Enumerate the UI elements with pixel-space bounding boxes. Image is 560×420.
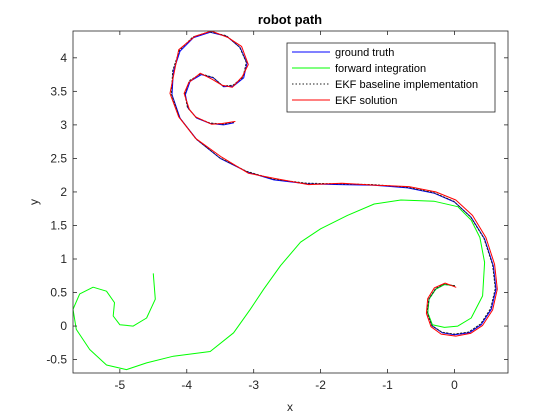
y-tick-label: 2.5 bbox=[50, 151, 67, 165]
x-tick-label: -1 bbox=[382, 378, 393, 392]
y-tick-label: 2 bbox=[60, 185, 67, 199]
y-tick-label: 3.5 bbox=[50, 84, 67, 98]
chart-title: robot path bbox=[258, 12, 322, 27]
axes-box bbox=[72, 30, 509, 374]
x-tick-label: -2 bbox=[315, 378, 326, 392]
x-tick-label: 0 bbox=[451, 378, 458, 392]
x-tick-label: -4 bbox=[181, 378, 192, 392]
y-tick-label: 0.5 bbox=[50, 286, 67, 300]
y-tick-label: 4 bbox=[60, 51, 67, 65]
series-line-4 bbox=[169, 31, 498, 337]
x-axis-label: x bbox=[287, 400, 293, 414]
x-tick-label: -3 bbox=[248, 378, 259, 392]
y-tick-label: 1 bbox=[60, 252, 67, 266]
x-ticks: -5 -4 -3 -2 -1 0 bbox=[115, 31, 458, 392]
y-axis-label: y bbox=[27, 199, 41, 205]
legend-label-2: forward integration bbox=[335, 63, 426, 75]
y-ticks: -0.5 0 0.5 1 1.5 2 2.5 3 3.5 4 bbox=[46, 51, 508, 367]
y-tick-label: 3 bbox=[60, 118, 67, 132]
legend-entries: ground truth forward integration EKF basel… bbox=[292, 47, 478, 107]
series-line-1 bbox=[171, 31, 497, 336]
series-line-3 bbox=[170, 31, 496, 335]
legend: ground truth forward integration EKF basel… bbox=[286, 42, 496, 113]
x-tick-label: -5 bbox=[115, 378, 126, 392]
legend-label-1: ground truth bbox=[335, 47, 394, 59]
legend-label-3: EKF baseline implementation bbox=[335, 79, 478, 91]
y-tick-label: 1.5 bbox=[50, 218, 67, 232]
series-line-2 bbox=[73, 199, 486, 371]
y-tick-label: 0 bbox=[60, 319, 67, 333]
legend-label-4: EKF solution bbox=[335, 95, 397, 107]
series-layer bbox=[73, 31, 498, 371]
y-tick-label: -0.5 bbox=[46, 353, 67, 367]
